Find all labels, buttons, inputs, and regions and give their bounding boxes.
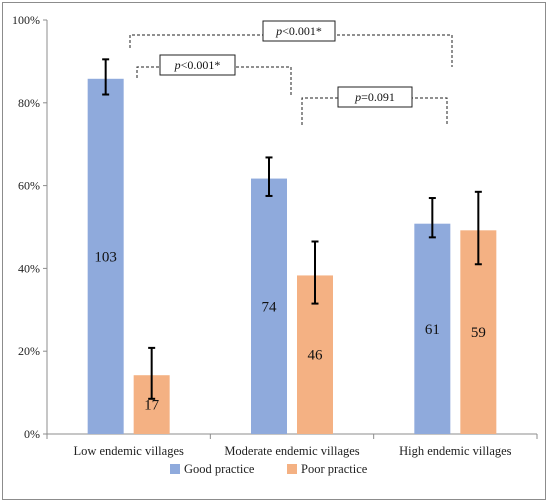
p-value-box <box>262 20 336 42</box>
error-bar <box>311 240 319 305</box>
legend-label: Good practice <box>184 462 255 476</box>
significance-bracket: p<0.001* <box>136 54 292 97</box>
axes: 0% 20% 40% 60% 80% 100% Low endemic villages Mo… <box>12 13 538 458</box>
bar-count-label: 17 <box>144 398 160 414</box>
p-value-label: p=0.091 <box>354 90 395 104</box>
p-value-box <box>337 86 413 108</box>
bars <box>87 78 497 435</box>
data-labels: 103 74 61 17 46 59 <box>94 249 485 413</box>
p-value-label: p<0.001* <box>275 24 322 38</box>
x-category-label: Moderate endemic villages <box>224 444 359 458</box>
bar-count-label: 61 <box>425 322 440 338</box>
significance-bracket: p=0.091 <box>301 86 448 125</box>
error-bar <box>102 58 110 96</box>
bar-count-label: 59 <box>471 325 486 341</box>
good-practice-bar <box>414 223 451 434</box>
legend-item: Poor practice <box>287 462 368 476</box>
error-bar <box>428 197 436 239</box>
y-tick-label: 80% <box>18 96 40 110</box>
error-bar <box>148 346 156 400</box>
legend-label: Poor practice <box>301 462 368 476</box>
bar-count-label: 74 <box>262 299 278 315</box>
error-bars <box>102 58 482 400</box>
legend-swatch <box>287 464 297 474</box>
legend-item: Good practice <box>170 462 255 476</box>
good-practice-bar <box>87 78 124 435</box>
bar-count-label: 46 <box>308 348 324 364</box>
significance-bracket: p<0.001* <box>129 20 453 67</box>
legend-swatch <box>170 464 180 474</box>
error-bar <box>474 190 482 266</box>
p-value-box <box>159 54 236 76</box>
good-practice-bar <box>251 178 287 434</box>
x-category-label: High endemic villages <box>399 444 512 458</box>
y-tick-label: 60% <box>18 179 40 193</box>
y-tick-label: 0% <box>24 427 40 441</box>
y-tick-label: 40% <box>18 261 40 275</box>
p-value-label: p<0.001* <box>174 58 221 72</box>
significance-annotations: p<0.001* p<0.001* p=0.091 <box>129 20 453 125</box>
legend: Good practice Poor practice <box>170 462 368 476</box>
y-tick-label: 20% <box>18 344 40 358</box>
y-tick-label: 100% <box>12 13 40 27</box>
x-category-label: Low endemic villages <box>73 444 184 458</box>
bar-count-label: 103 <box>94 249 117 265</box>
error-bar <box>265 156 273 197</box>
